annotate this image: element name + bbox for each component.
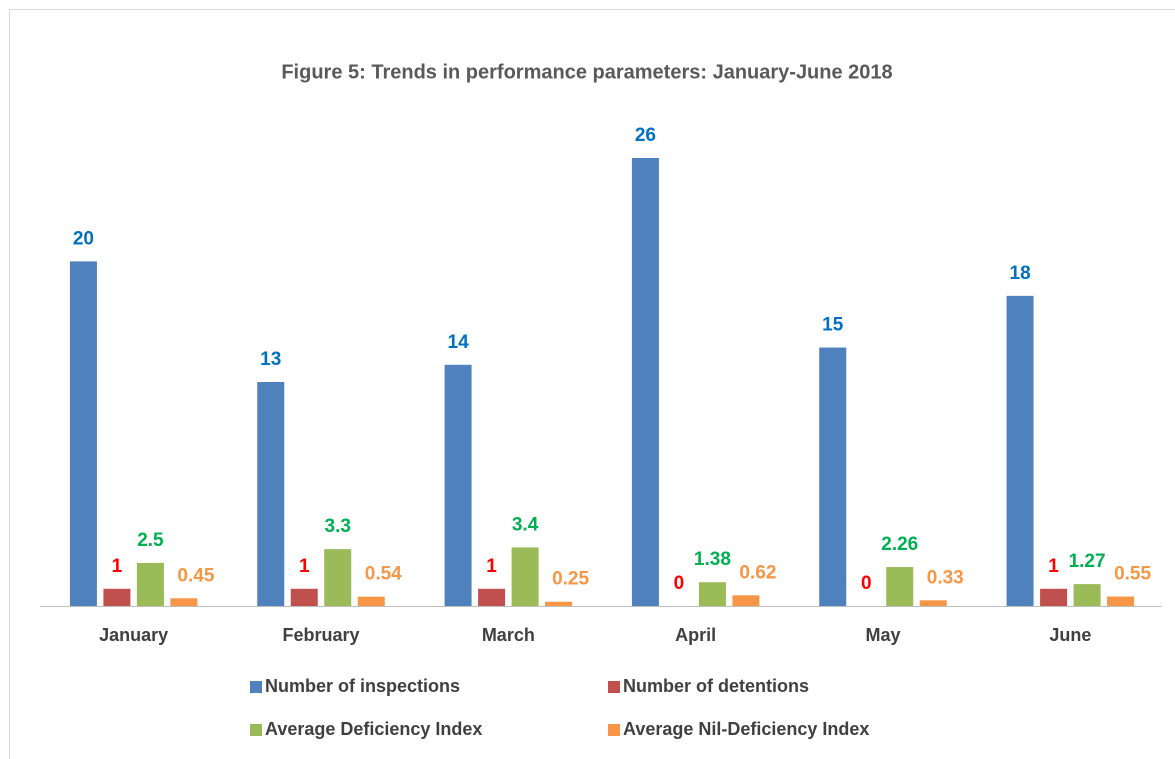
data-label: 20 [73,228,94,249]
bar [69,261,97,606]
data-label: 1 [112,556,123,577]
bar [1006,295,1034,606]
legend-label: Average Nil-Deficiency Index [623,719,869,739]
data-label: 26 [635,125,656,146]
data-label: 0.54 [365,564,402,585]
legend-label: Average Deficiency Index [265,719,482,739]
bar [444,364,472,606]
bar [698,582,726,606]
data-label: 1 [486,556,497,577]
bar [478,588,506,606]
data-label: 0.25 [552,569,589,590]
x-tick-label: June [1049,625,1091,645]
bar [631,158,659,606]
data-label: 14 [448,332,470,353]
bar [545,601,573,606]
x-tick-label: March [482,625,535,645]
legend-label: Number of detentions [623,676,809,696]
bar [819,347,847,606]
data-label: 0 [674,573,685,594]
data-label: 2.5 [137,530,164,551]
legend-label: Number of inspections [265,676,460,696]
data-label: 2.26 [881,534,918,555]
bar [103,588,131,606]
chart-title: Figure 5: Trends in performance paramete… [281,61,892,83]
x-tick-label: April [675,625,716,645]
data-label: 0.33 [927,567,964,588]
data-label: 0.62 [739,562,776,583]
bar [136,562,164,606]
bar [170,598,198,606]
data-label: 0 [861,573,872,594]
data-label: 3.3 [325,516,351,537]
bar [1073,584,1101,606]
bar [886,567,914,606]
data-label: 1.38 [694,549,731,570]
data-label: 13 [260,349,281,370]
bar [1040,588,1068,606]
legend-swatch [250,724,262,736]
data-label: 1.27 [1069,551,1106,572]
legend-swatch [250,681,262,693]
bar [511,547,539,606]
bar [1107,596,1135,606]
legend-swatch [608,681,620,693]
data-label: 15 [822,315,844,336]
data-label: 0.45 [177,565,214,586]
bar [290,588,318,606]
x-tick-label: May [865,625,900,645]
data-label: 18 [1010,263,1031,284]
legend-swatch [608,724,620,736]
bar [324,549,352,606]
bar [919,600,947,606]
data-label: 1 [299,556,310,577]
bar [257,382,285,606]
data-label: 3.4 [512,514,539,535]
data-label: 1 [1048,556,1059,577]
bar [357,596,385,606]
bar [732,595,760,606]
data-label: 0.55 [1114,564,1151,585]
x-tick-label: February [282,625,359,645]
x-tick-label: January [99,625,168,645]
